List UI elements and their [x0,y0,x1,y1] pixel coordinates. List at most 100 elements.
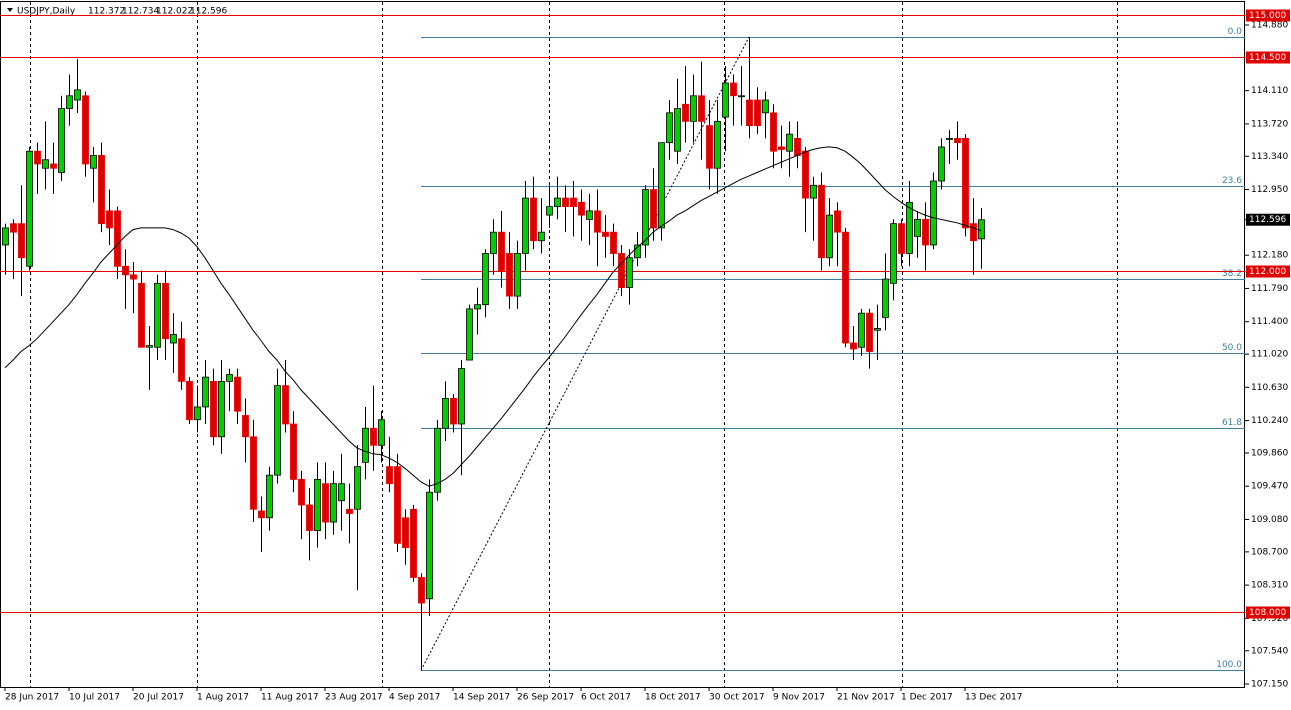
x-tick-label: 1 Dec 2017 [901,693,953,703]
x-tick-label: 10 Jul 2017 [69,693,120,703]
x-tick-label: 11 Aug 2017 [261,693,319,703]
x-tick-label: 28 Jun 2017 [5,693,59,703]
candle-body [250,436,257,510]
candle-body [850,342,857,350]
candle-body [258,510,265,519]
candle-body [130,274,137,280]
price-label-box [1246,51,1290,64]
candle-body [202,376,209,408]
candle-body [386,466,393,485]
candle-body [90,155,97,169]
candle-body [898,223,905,254]
y-tick-label: 114.880 [1251,21,1288,31]
x-tick-label: 21 Nov 2017 [837,693,895,703]
candle-body [330,483,337,523]
candle-body [746,99,753,127]
candle-body [282,385,289,425]
candle-body [770,112,777,152]
candle-body [338,483,345,502]
x-tick-label: 18 Oct 2017 [645,693,701,703]
y-tick-label: 111.020 [1251,350,1288,360]
price-label: 108.000 [1249,608,1286,618]
candle-body [210,380,217,438]
candle-body [874,328,881,331]
candle-body [138,282,145,348]
candle-body [26,150,33,267]
candle-body [450,398,457,425]
y-tick-label: 109.860 [1251,448,1288,458]
candle-body [402,517,409,549]
candle-body [658,142,665,229]
candle-body [570,197,577,208]
candle-body [802,150,809,199]
candle-body [738,95,745,98]
x-tick-label: 9 Nov 2017 [773,693,825,703]
x-tick-label: 26 Sep 2017 [517,693,574,703]
y-tick-label: 110.240 [1251,416,1288,426]
candle-body [114,210,121,267]
candle-body [50,163,57,169]
y-tick-label: 107.920 [1251,614,1288,624]
x-tick-label: 13 Dec 2017 [965,693,1023,703]
candle-body [778,146,785,150]
last-price-label: 112.596 [1249,215,1286,225]
candle-body [442,398,449,429]
candle-body [562,197,569,208]
x-tick-label: 20 Jul 2017 [133,693,184,703]
candle-body [842,231,849,344]
candle-body [554,197,561,208]
last-price-box [1246,213,1290,226]
fib-label: 38.2 [1222,269,1242,279]
x-tick-label: 6 Oct 2017 [581,693,631,703]
candle-body [642,189,649,246]
y-tick-label: 108.310 [1251,581,1288,591]
plot-frame [0,1,1245,688]
price-label: 114.500 [1249,53,1286,63]
candle-body [938,146,945,182]
candle-body [954,138,961,144]
fib-label: 50.0 [1222,343,1242,353]
candle-body [754,99,761,127]
menu-triangle [7,8,13,12]
candle-body [2,227,9,246]
candle-body [226,374,233,382]
candle-body [546,206,553,216]
candle-body [962,138,969,229]
x-tick-label: 1 Aug 2017 [197,693,249,703]
candle-body [146,345,153,348]
candle-body [858,312,865,348]
candle-body [434,427,441,493]
candle-body [418,577,425,604]
candle-body [674,108,681,152]
candle-body [786,133,793,152]
y-tick-label: 112.950 [1251,185,1288,195]
fib-label: 100.0 [1216,660,1242,670]
candle-body [818,184,825,259]
candle-body [66,95,73,109]
fib-label: 61.8 [1222,418,1242,428]
candle-body [234,376,241,412]
y-tick-label: 107.150 [1251,680,1288,690]
candle-body [394,466,401,544]
candle-body [10,223,17,233]
candle-body [322,483,329,523]
candle-body [82,95,89,165]
header-low: 112.022 [156,7,193,17]
candle-body [826,214,833,259]
candle-body [866,312,873,352]
candle-body [274,385,281,476]
candle-body [978,219,985,240]
candle-body [370,427,377,446]
candle-body [506,253,513,297]
y-tick-label: 113.340 [1251,152,1288,162]
y-tick-label: 110.630 [1251,383,1288,393]
candle-body [298,479,305,506]
candle-body [730,82,737,97]
fib-trendline [420,36,750,671]
candle-body [410,508,417,578]
x-tick-label: 23 Aug 2017 [325,693,383,703]
candle-body [122,265,129,276]
candle-body [602,231,609,237]
